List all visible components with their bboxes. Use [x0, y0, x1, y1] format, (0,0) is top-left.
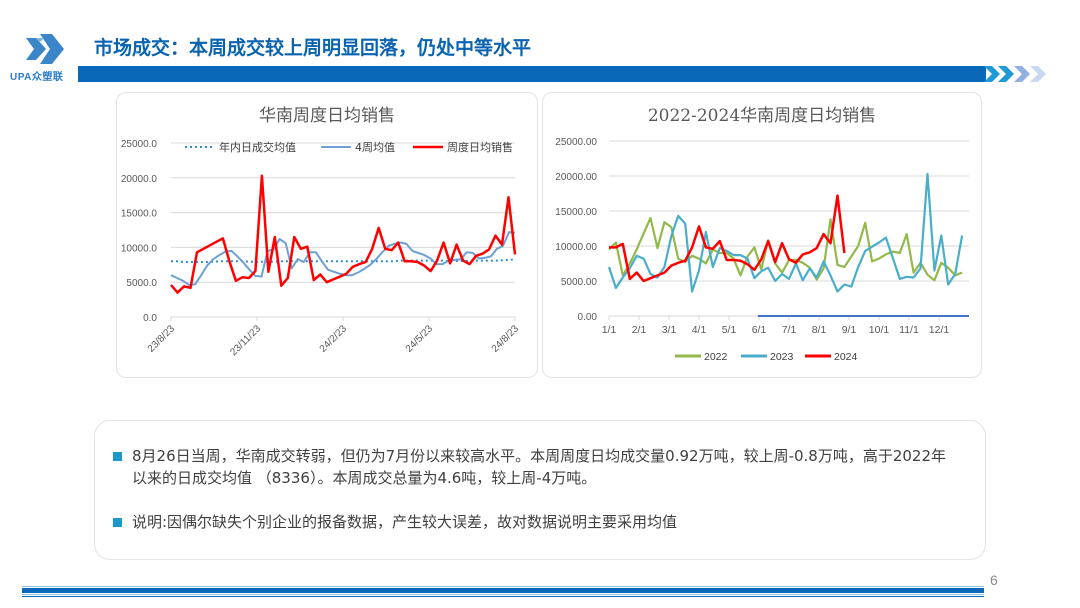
- line-chart-1: 0.0 5000.0 10000.0 15000.0 20000.0 25000.0 23/…: [121, 139, 522, 358]
- y-tick-label: 20000.0: [121, 174, 158, 185]
- chevron-arrows-icon: [984, 66, 1046, 82]
- bullet-text: 说明:因偶尔缺失个别企业的报备数据，产生较大误差，故对数据说明主要采用均值: [132, 513, 678, 531]
- y-tick-label: 10000.0: [121, 243, 158, 254]
- y-tick-label: 0.00: [578, 312, 598, 323]
- commentary-box: 8月26日当周，华南成交转弱，但仍为7月份以来较高水平。本周周度日均成交量0.9…: [94, 420, 986, 560]
- chart-south-china-weekly: 华南周度日均销售 0.0 5000.0 10000.0 15000.0 20000.0 2…: [116, 92, 538, 378]
- page-title: 市场成交：本周成交较上周明显回落，仍处中等水平: [94, 37, 532, 59]
- y-tick-label: 5000.00: [561, 277, 598, 288]
- x-tick-label: 12/1: [929, 324, 950, 336]
- y-tick-label: 25000.0: [121, 139, 158, 150]
- x-tick-label: 11/1: [899, 324, 919, 336]
- legend-label: 4周均值: [355, 141, 395, 154]
- y-tick-label: 5000.0: [126, 278, 157, 289]
- bullet-text: 8月26日当周，华南成交转弱，但仍为7月份以来较高水平。本周周度日均成交量0.9…: [132, 447, 947, 487]
- x-tick-label: 1/1: [602, 324, 617, 336]
- x-tick-label: 7/1: [782, 324, 797, 336]
- bullet-square-icon: [113, 518, 122, 527]
- x-tick-label: 10/1: [869, 324, 890, 336]
- page-number: 6: [990, 572, 998, 588]
- x-tick-label: 23/8/23: [146, 323, 178, 355]
- logo-text: UPA众塑联: [10, 72, 64, 83]
- y-tick-label: 15000.00: [555, 207, 597, 218]
- legend-label: 2022: [704, 351, 728, 363]
- y-tick-label: 15000.0: [121, 209, 158, 220]
- x-tick-label: 2/1: [632, 324, 647, 336]
- x-tick-label: 9/1: [842, 324, 857, 336]
- logo-chevron-icon: [26, 34, 64, 64]
- series-line: [609, 194, 846, 283]
- legend-label: 周度日均销售: [447, 140, 513, 154]
- y-tick-label: 25000.00: [555, 137, 597, 148]
- x-tick-label: 6/1: [752, 324, 767, 336]
- legend-label: 2024: [834, 351, 858, 363]
- line-chart-2: 0.00 5000.00 10000.00 15000.00 20000.00 25000…: [555, 137, 969, 363]
- series-line: [607, 172, 964, 293]
- y-tick-label: 0.0: [143, 313, 157, 324]
- bullet-square-icon: [113, 452, 122, 461]
- x-tick-label: 8/1: [812, 324, 827, 336]
- x-tick-label: 3/1: [662, 324, 677, 336]
- x-tick-label: 24/2/23: [318, 323, 350, 355]
- x-tick-label: 5/1: [722, 324, 737, 336]
- series-line: [171, 258, 516, 263]
- legend-label: 2023: [770, 351, 794, 363]
- chart-title: 华南周度日均销售: [259, 106, 395, 126]
- footer-divider: [22, 586, 984, 597]
- x-tick-label: 24/5/23: [404, 323, 436, 355]
- legend-label: 年内日成交均值: [219, 140, 296, 154]
- x-tick-label: 4/1: [692, 324, 707, 336]
- chart-2022-2024-comparison: 2022-2024华南周度日均销售 0.00 5000.00 10000.00 150…: [542, 92, 982, 378]
- chart-title: 2022-2024华南周度日均销售: [647, 106, 877, 126]
- series-line: [608, 216, 963, 282]
- x-tick-label: 24/8/23: [490, 323, 522, 355]
- logo: UPA众塑联: [10, 32, 82, 84]
- bullet-item: 8月26日当周，华南成交转弱，但仍为7月份以来较高水平。本周周度日均成交量0.9…: [113, 445, 952, 489]
- title-bar: [78, 66, 986, 82]
- y-tick-label: 20000.00: [555, 172, 597, 183]
- bullet-item: 说明:因偶尔缺失个别企业的报备数据，产生较大误差，故对数据说明主要采用均值: [113, 511, 952, 533]
- series-line: [170, 174, 517, 294]
- y-tick-label: 10000.00: [555, 242, 597, 253]
- x-tick-label: 23/11/23: [228, 323, 263, 358]
